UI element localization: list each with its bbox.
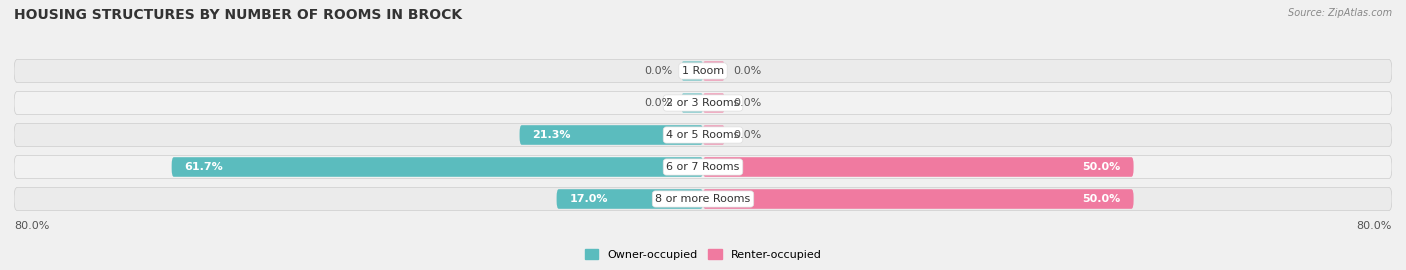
Text: 21.3%: 21.3% [533,130,571,140]
FancyBboxPatch shape [703,125,724,145]
Text: 17.0%: 17.0% [569,194,607,204]
Text: Source: ZipAtlas.com: Source: ZipAtlas.com [1288,8,1392,18]
Text: 50.0%: 50.0% [1083,162,1121,172]
Text: HOUSING STRUCTURES BY NUMBER OF ROOMS IN BROCK: HOUSING STRUCTURES BY NUMBER OF ROOMS IN… [14,8,463,22]
FancyBboxPatch shape [682,93,703,113]
FancyBboxPatch shape [703,93,724,113]
FancyBboxPatch shape [14,187,1392,211]
Text: 80.0%: 80.0% [14,221,49,231]
Text: 0.0%: 0.0% [733,130,762,140]
Text: 61.7%: 61.7% [184,162,224,172]
Text: 0.0%: 0.0% [644,98,673,108]
FancyBboxPatch shape [703,61,724,81]
FancyBboxPatch shape [703,157,1133,177]
Text: 1 Room: 1 Room [682,66,724,76]
Text: 4 or 5 Rooms: 4 or 5 Rooms [666,130,740,140]
FancyBboxPatch shape [14,92,1392,114]
Text: 80.0%: 80.0% [1357,221,1392,231]
Text: 0.0%: 0.0% [733,98,762,108]
Text: 6 or 7 Rooms: 6 or 7 Rooms [666,162,740,172]
Text: 0.0%: 0.0% [733,66,762,76]
Text: 8 or more Rooms: 8 or more Rooms [655,194,751,204]
FancyBboxPatch shape [682,61,703,81]
FancyBboxPatch shape [14,59,1392,83]
Legend: Owner-occupied, Renter-occupied: Owner-occupied, Renter-occupied [581,245,825,264]
FancyBboxPatch shape [14,123,1392,147]
FancyBboxPatch shape [14,156,1392,178]
FancyBboxPatch shape [703,189,1133,209]
FancyBboxPatch shape [557,189,703,209]
FancyBboxPatch shape [172,157,703,177]
FancyBboxPatch shape [520,125,703,145]
Text: 2 or 3 Rooms: 2 or 3 Rooms [666,98,740,108]
Text: 50.0%: 50.0% [1083,194,1121,204]
Text: 0.0%: 0.0% [644,66,673,76]
